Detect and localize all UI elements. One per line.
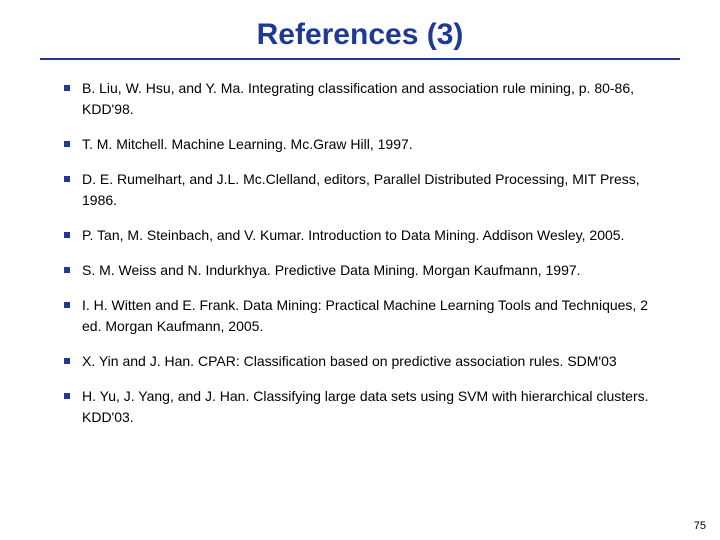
page-number: 75 [694,520,706,532]
reference-item: B. Liu, W. Hsu, and Y. Ma. Integrating c… [64,78,670,120]
reference-item: H. Yu, J. Yang, and J. Han. Classifying … [64,386,670,428]
reference-item: I. H. Witten and E. Frank. Data Mining: … [64,295,670,337]
reference-item: P. Tan, M. Steinbach, and V. Kumar. Intr… [64,225,670,246]
reference-item: S. M. Weiss and N. Indurkhya. Predictive… [64,260,670,281]
reference-item: D. E. Rumelhart, and J.L. Mc.Clelland, e… [64,169,670,211]
slide: References (3) B. Liu, W. Hsu, and Y. Ma… [0,0,720,540]
title-rule [40,58,680,60]
reference-item: X. Yin and J. Han. CPAR: Classification … [64,351,670,372]
reference-item: T. M. Mitchell. Machine Learning. Mc.Gra… [64,134,670,155]
references-list: B. Liu, W. Hsu, and Y. Ma. Integrating c… [40,78,680,428]
slide-title: References (3) [40,18,680,52]
